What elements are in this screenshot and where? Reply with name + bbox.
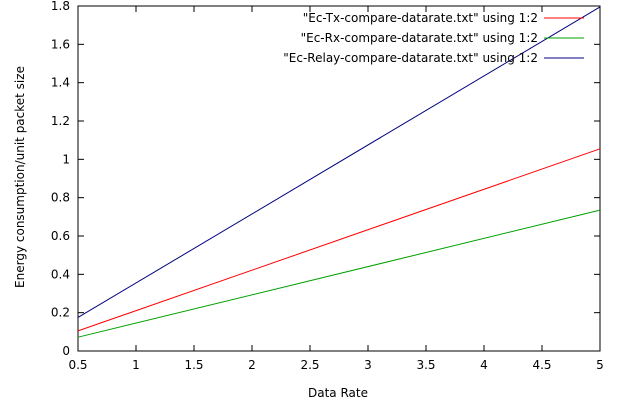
axis-ticks xyxy=(77,5,601,352)
plot-frame xyxy=(77,5,601,352)
series-line-3 xyxy=(77,6,601,318)
y-axis-title: Energy consumption/unit packet size xyxy=(13,66,27,288)
y-tick-label: 0.4 xyxy=(51,267,70,281)
series-lines xyxy=(77,6,601,338)
legend-entry-label: "Ec-Tx-compare-datarate.txt" using 1:2 xyxy=(303,11,538,25)
x-tick-label: 4 xyxy=(480,358,488,372)
x-tick-label: 3.5 xyxy=(416,358,435,372)
x-tick-label: 1 xyxy=(132,358,140,372)
y-tick-label: 1.6 xyxy=(51,37,70,51)
x-tick-label: 0.5 xyxy=(68,358,87,372)
x-tick-label: 2 xyxy=(248,358,256,372)
y-tick-label: 0.8 xyxy=(51,191,70,205)
x-tick-label: 2.5 xyxy=(300,358,319,372)
y-tick-label: 1 xyxy=(62,152,70,166)
x-tick-label: 4.5 xyxy=(532,358,551,372)
legend: "Ec-Tx-compare-datarate.txt" using 1:2 "E… xyxy=(283,11,584,65)
y-tick-label: 1.2 xyxy=(51,114,70,128)
tick-labels: 0.5 1 1.5 2 2.5 3 3.5 4 4.5 5 0 0.2 0.4 0.6 0.8 1 1.2 1.4… xyxy=(51,0,604,372)
y-tick-label: 1.4 xyxy=(51,76,70,90)
y-tick-label: 0.2 xyxy=(51,306,70,320)
y-tick-label: 0.6 xyxy=(51,229,70,243)
x-tick-label: 3 xyxy=(364,358,372,372)
legend-entry-label: "Ec-Relay-compare-datarate.txt" using 1:… xyxy=(283,51,538,65)
y-tick-label: 1.8 xyxy=(51,0,70,13)
plot-border xyxy=(77,5,601,352)
x-axis-title: Data Rate xyxy=(308,386,368,400)
y-tick-label: 0 xyxy=(62,344,70,358)
legend-entry-label: "Ec-Rx-compare-datarate.txt" using 1:2 xyxy=(301,31,538,45)
series-line-2 xyxy=(77,209,601,338)
x-tick-label: 1.5 xyxy=(184,358,203,372)
series-line-1 xyxy=(77,148,601,332)
x-tick-label: 5 xyxy=(596,358,604,372)
